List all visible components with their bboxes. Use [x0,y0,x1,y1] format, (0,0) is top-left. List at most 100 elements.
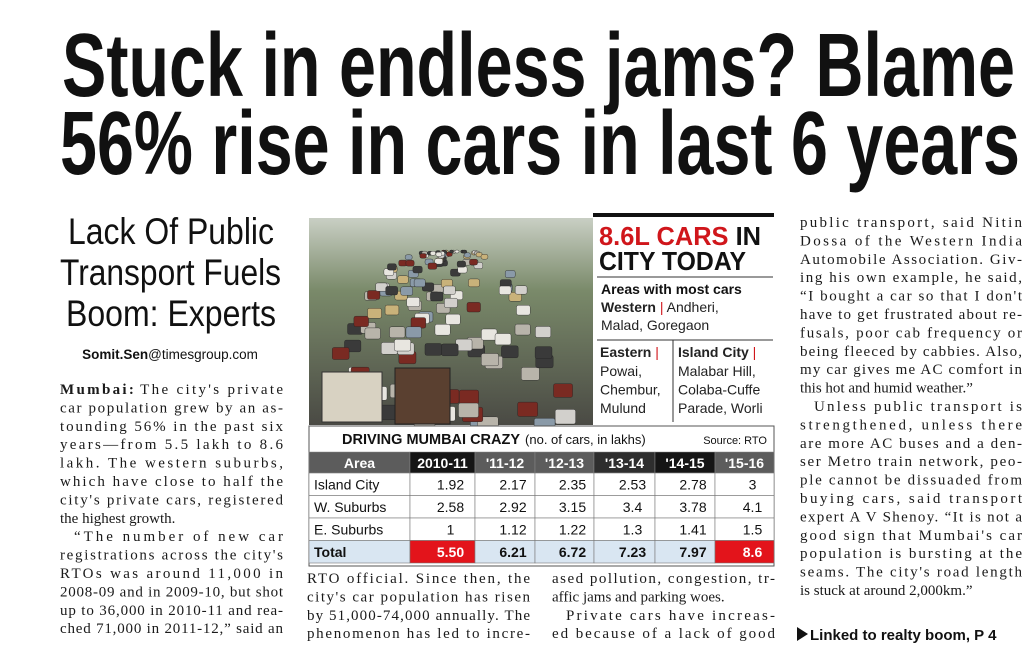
infobox-heading: Areas with most cars [601,281,742,297]
body-line: Dossa of the Western India [800,233,1022,249]
infobox-line: Island City | [678,344,756,360]
car [405,260,415,267]
car [397,275,409,284]
body-line: lakh. The western suburbs, [60,456,283,472]
cell [714,540,775,564]
car [385,286,398,296]
cell-text: 1.92 [437,477,464,493]
car [389,326,406,339]
subhead: Boom: Experts [66,293,276,334]
rule [593,213,774,217]
body-line: city's car population has risen [307,589,531,605]
car [384,304,400,316]
car [454,249,460,254]
body-line: ased pollution, congestion, tr- [552,571,775,587]
subhead: Transport Fuels [60,252,281,293]
infobox-areas: Powai, Chembur, Mulund Malabar Hill, Colaba-… [600,363,763,416]
cell [409,517,476,541]
truck [394,367,451,425]
car [554,409,576,425]
body-line: seams. The city's road length [800,565,1023,581]
car [375,282,388,292]
car [387,263,397,271]
header-text: Area [344,455,375,471]
car [430,251,437,256]
body-line: ed because of a lack of good [552,626,776,642]
cell-text: 8.6 [743,544,763,560]
car [505,270,516,278]
car [501,345,519,358]
body-line: ple cannot be dissuaded from [800,473,1022,489]
car [449,249,454,254]
body-line: city's private cars, registered [60,492,284,508]
body-line: expert A V Shenoy. “It is not a [800,509,1022,525]
table-title: DRIVING MUMBAI CRAZY (no. of cars, in lak… [342,432,646,448]
car [498,285,512,295]
header-text: '13-14 [605,455,644,471]
byline-name: Somit.Sen [82,347,148,362]
headline: Stuck in endless jams? Blame [62,16,1015,116]
car [404,254,413,260]
body-line: up to 36,000 in 2010-11 and rea- [60,603,283,619]
table-source: Source: RTO [703,435,767,447]
byline-domain: @timesgroup.com [148,347,258,362]
body-line: is stuck at around 2,000km.” [800,583,972,599]
body-line: years—from 5.5 lakh to 8.6 [60,437,284,453]
body-line: ser Metro train network, peo- [800,454,1022,470]
area: Colaba-Cuffe [678,382,760,398]
header-text: '14-15 [665,455,704,471]
car [367,290,381,300]
infobox-title: CITY TODAY [599,246,746,276]
arrow-icon [797,627,808,641]
cell-text: 1.5 [743,522,763,538]
body-line: population is bursting at the [800,546,1022,562]
car [435,251,443,257]
area: Powai, [600,363,642,379]
car [481,328,498,341]
cell-text: 3.15 [559,499,586,515]
cell-text: 7.97 [679,544,706,560]
car [481,353,499,367]
car [535,326,552,338]
body-line: car population grew by an as- [60,400,283,416]
body-line: have to get frustrated about re- [800,307,1022,323]
bus [321,371,383,423]
car [456,260,466,268]
car [419,253,427,259]
car [353,315,369,327]
body-line: ing his own example, he said, [800,270,1022,286]
header-text: 2010-11 [417,455,468,471]
cell-text: 1.12 [499,522,526,538]
cell-text: 2.35 [559,477,586,493]
body-line: phenomenon has led to incre- [307,626,530,642]
car [413,278,426,288]
cell-text: 2.17 [499,477,526,493]
subhead: Lack Of Public [68,211,274,252]
body-line: which have close to half the [60,474,283,490]
car [480,254,489,260]
body-line: by 51,000-74,000 annually. The [307,608,530,624]
cell-text: E. Suburbs [314,522,383,538]
car [514,285,528,295]
body-line: the highest growth. [60,511,175,527]
body-line: ched 71,000 in 2011-12,” said an [60,621,284,637]
body-line: registrations across the city's [60,548,283,564]
jump-link[interactable]: Linked to realty boom, P 4 [810,627,997,644]
label: Eastern [600,344,651,360]
cell-text: 6.72 [559,544,586,560]
cell-text: 6.21 [499,544,526,560]
cell-text: 7.23 [619,544,646,560]
car [427,262,438,270]
car [517,401,538,417]
label: Western [601,299,656,315]
car [444,298,458,308]
car [466,302,481,313]
cell-text: 2.92 [499,499,526,515]
car [410,317,426,329]
car [521,367,540,381]
cell-text: 1.3 [623,522,643,538]
label: Island City [678,344,749,360]
car [553,383,573,398]
car [394,339,411,352]
cell-text: 1 [447,522,455,538]
